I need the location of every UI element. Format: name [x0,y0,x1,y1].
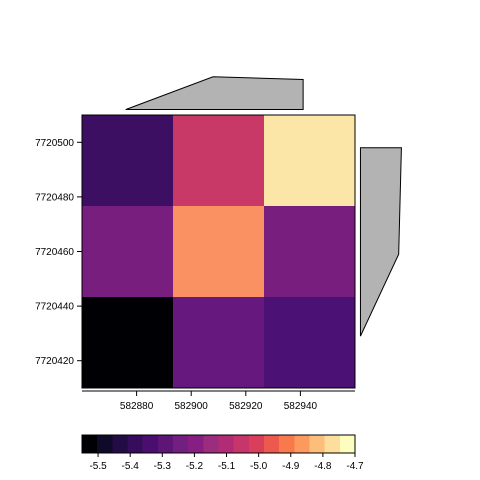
raster-cell [82,205,173,298]
colorbar-swatch [203,435,219,453]
x-tick-label: 582920 [229,401,263,412]
colorbar-swatch [173,435,189,453]
colorbar-swatch [97,435,113,453]
x-tick-label: 582940 [284,401,318,412]
colorbar-tick-label: -5.3 [154,461,172,472]
raster-cell [172,297,265,388]
raster-cell [172,205,265,298]
x-axis: 582880 582900 582920 582940 [82,390,355,412]
colorbar-tick-label: -4.9 [282,461,300,472]
colorbar-swatch [127,435,144,453]
colorbar-swatch [233,435,250,453]
x-tick-label: 582880 [120,401,154,412]
raster-cell [172,115,265,206]
colorbar: -5.5 -5.4 -5.3 -5.2 -5.1 -5.0 -4.9 -4.8 -4.7 [81,434,364,472]
colorbar-tick-label: -5.0 [250,461,268,472]
colorbar-swatch [142,435,159,453]
colorbar-frame [81,434,356,454]
colorbar-swatch [82,435,98,453]
raster-cell [264,297,355,388]
raster-cell [82,297,173,388]
y-tick-label: 7720480 [35,192,74,203]
y-tick-label: 7720420 [35,356,74,367]
colorbar-tick-label: -5.4 [122,461,140,472]
boundary-polygons [125,76,402,337]
colorbar-swatch [294,435,310,453]
colorbar-tick-label: -5.5 [89,461,107,472]
y-tick-label: 7720460 [35,247,74,258]
colorbar-swatch [309,435,326,453]
colorbar-tick-label: -5.1 [218,461,236,472]
raster-cell [264,115,355,206]
colorbar-swatch [279,435,295,453]
colorbar-swatch [248,435,265,453]
colorbar-swatch [264,435,280,453]
y-tick-label: 7720500 [35,138,74,149]
colorbar-swatch [324,435,341,453]
y-tick-label: 7720440 [35,302,74,313]
colorbar-swatch [112,435,128,453]
colorbar-tick-label: -5.2 [186,461,204,472]
colorbar-tick-label: -4.7 [346,461,364,472]
boundary-polygon [359,147,402,337]
x-tick-label: 582900 [175,401,209,412]
raster-cells [82,115,355,388]
colorbar-swatch [157,435,174,453]
colorbar-swatch [218,435,235,453]
colorbar-swatch [339,435,356,453]
y-axis: 7720420 7720440 7720460 7720480 7720500 [35,138,82,367]
raster-cell [82,115,173,206]
colorbar-tick-label: -4.8 [314,461,332,472]
raster-cell [264,205,355,298]
boundary-polygon [125,76,304,111]
colorbar-swatch [188,435,204,453]
